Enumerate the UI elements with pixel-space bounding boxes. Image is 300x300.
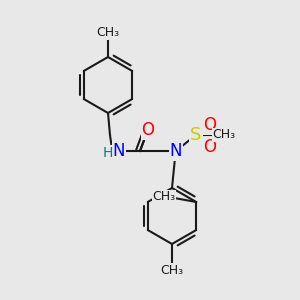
Text: O: O [142,121,154,139]
Text: CH₃: CH₃ [160,263,184,277]
Text: S: S [190,126,202,144]
Text: O: O [203,116,217,134]
Text: CH₃: CH₃ [153,190,176,203]
Text: O: O [203,138,217,156]
Text: H: H [103,146,113,160]
Text: N: N [170,142,182,160]
Text: N: N [113,142,125,160]
Text: CH₃: CH₃ [212,128,236,142]
Text: CH₃: CH₃ [96,26,120,40]
